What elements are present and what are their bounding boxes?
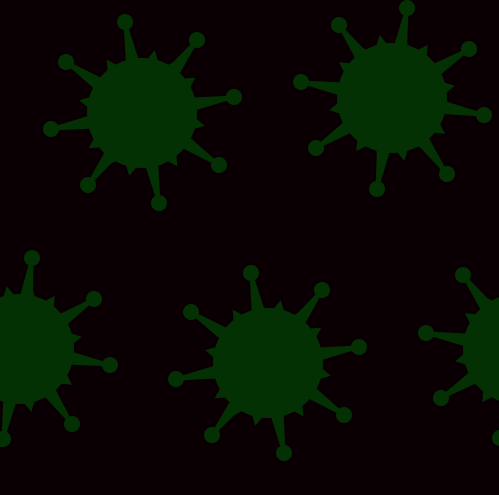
virus-knob (293, 74, 309, 90)
virus-knob (331, 17, 347, 33)
virus-stalk (123, 21, 140, 67)
virus-stalk (19, 257, 34, 302)
virus-knob (204, 427, 220, 443)
virus-knob (276, 445, 292, 461)
virus-knob (351, 339, 367, 355)
virus-knob (418, 325, 434, 341)
virus-body (337, 43, 447, 153)
virus-knob (336, 407, 352, 423)
virus-stalk (425, 331, 471, 348)
virus-knob (226, 89, 242, 105)
virus-knob (308, 140, 324, 156)
virus-stalk (415, 133, 449, 175)
virus-body (0, 294, 74, 404)
virus-knob (86, 291, 102, 307)
virus-icon (168, 265, 367, 461)
virus-knob (461, 41, 477, 57)
virus-knob (102, 357, 118, 373)
virus-stalk (1, 396, 18, 440)
virus-knob (0, 431, 11, 447)
virus-knob (189, 32, 205, 48)
virus-knob (211, 157, 227, 173)
virus-knob (433, 390, 449, 406)
virus-knob (439, 166, 455, 182)
virus-stalk (249, 272, 266, 317)
virus-knob (58, 54, 74, 70)
virus-icon (43, 14, 242, 211)
virus-icon (293, 0, 492, 197)
virus-stalk (144, 159, 161, 204)
virus-knob (243, 265, 259, 281)
virus-icon (418, 267, 499, 446)
virus-knob (151, 195, 167, 211)
virus-stalk (65, 60, 106, 92)
virus-body (463, 297, 499, 401)
virus-stalk (178, 134, 220, 167)
virus-knob (168, 371, 184, 387)
virus-knob (64, 416, 80, 432)
virus-body (87, 58, 197, 168)
virus-icon (0, 250, 118, 447)
virus-stalk (66, 350, 111, 367)
virus-stalk (304, 384, 345, 417)
virus-stalk (315, 119, 355, 150)
virus-stalk (461, 274, 495, 314)
virus-stalk (190, 310, 232, 342)
virus-knob (117, 14, 133, 30)
virus-group (0, 0, 499, 461)
virus-stalk (300, 80, 345, 97)
virus-knob (183, 304, 199, 320)
virus-stalk (315, 345, 360, 362)
virus-stalk (429, 47, 470, 78)
virus-knob (43, 121, 59, 137)
virus-knob (80, 177, 96, 193)
virus-stalk (440, 369, 481, 400)
virus-knob (455, 267, 471, 283)
virus-stalk (175, 364, 221, 381)
virus-knob (399, 0, 415, 16)
virus-stalk (50, 114, 95, 131)
virus-stalk (438, 100, 485, 117)
virus-knob (369, 181, 385, 197)
virus-stalk (189, 95, 235, 112)
virus-stalk (375, 145, 391, 190)
virus-stalk (41, 384, 74, 425)
virus-knob (314, 282, 330, 298)
virus-body (213, 308, 323, 418)
virus-stalk (269, 410, 286, 454)
virus-stalk (393, 7, 409, 51)
virus-knob (476, 107, 492, 123)
virus-knob (492, 430, 499, 446)
virus-knob (24, 250, 40, 266)
